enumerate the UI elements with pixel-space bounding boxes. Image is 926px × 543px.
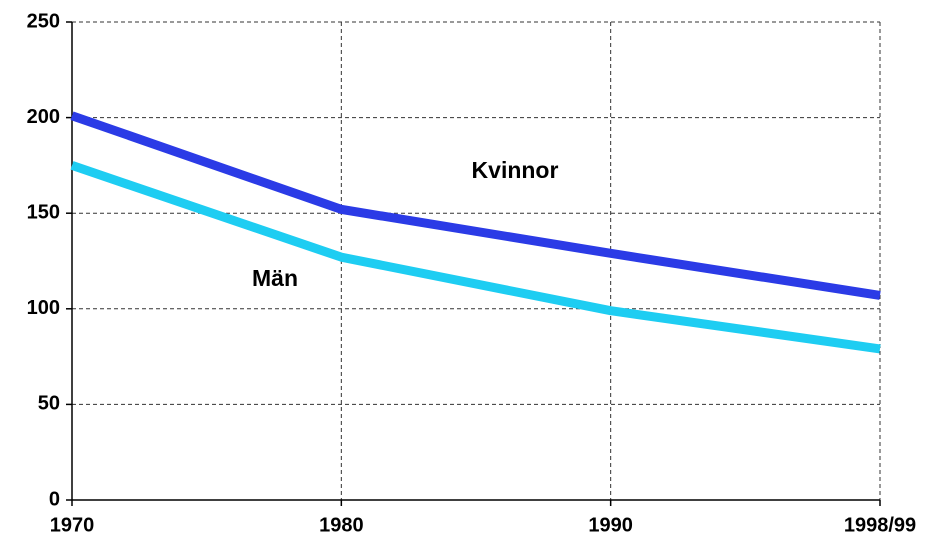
series-line xyxy=(70,161,881,354)
series-label: Män xyxy=(252,265,298,291)
y-tick-label: 150 xyxy=(27,201,60,223)
y-tick-label: 100 xyxy=(27,297,60,319)
series-label: Kvinnor xyxy=(472,157,559,183)
series-line xyxy=(70,111,881,300)
x-tick-label: 1998/99 xyxy=(844,514,916,536)
y-tick-label: 50 xyxy=(38,393,60,415)
y-tick-label: 200 xyxy=(27,106,60,128)
y-tick-label: 0 xyxy=(49,488,60,510)
x-tick-label: 1970 xyxy=(50,514,95,536)
x-tick-label: 1980 xyxy=(319,514,364,536)
y-tick-label: 250 xyxy=(27,10,60,32)
x-tick-label: 1990 xyxy=(588,514,633,536)
